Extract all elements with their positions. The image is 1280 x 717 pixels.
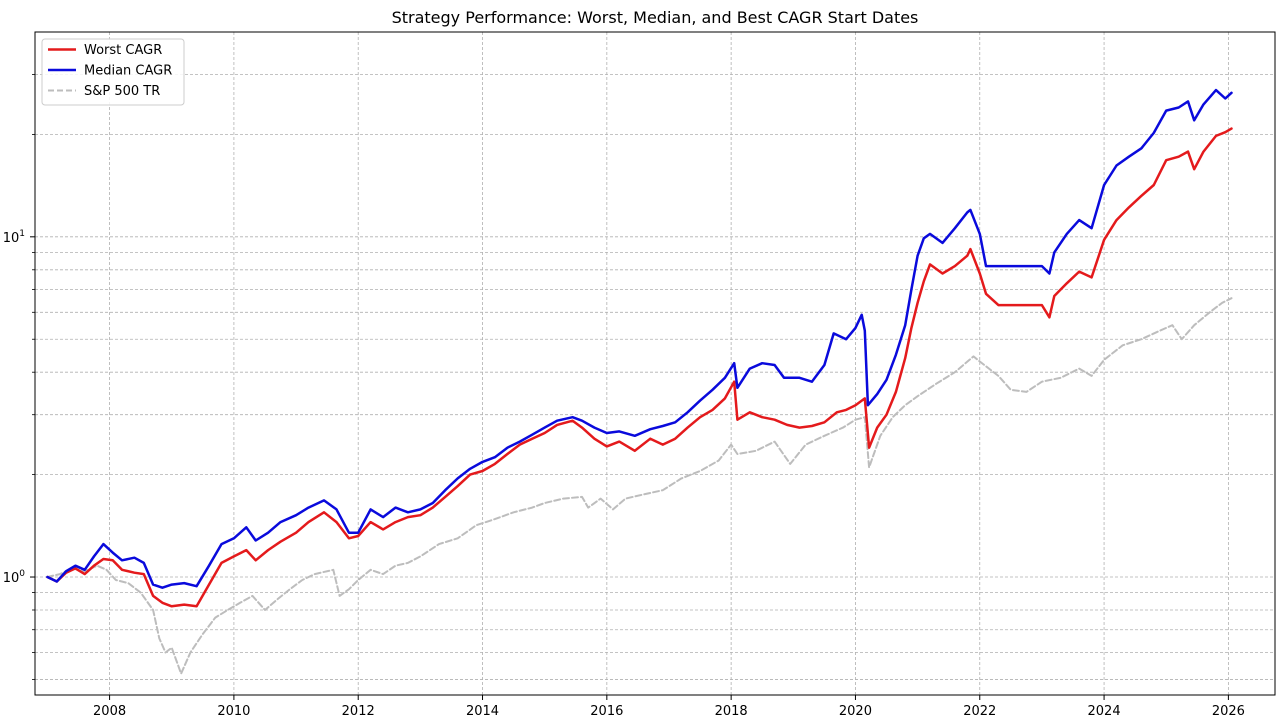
- x-tick-label: 2016: [590, 704, 623, 717]
- x-tick-label: 2020: [839, 704, 872, 717]
- x-tick-label: 2024: [1088, 704, 1121, 717]
- legend-label: Median CAGR: [84, 64, 172, 79]
- axis-ticks: 2008 2010 2012 2014 2016 2018 2020 2022 2024 2026…: [3, 74, 1245, 717]
- legend-label: Worst CAGR: [84, 43, 162, 58]
- plot-frame: [34, 31, 1276, 696]
- series-layer: [46, 88, 1233, 675]
- legend: Worst CAGR Median CAGR S&P 500 TR: [41, 38, 185, 106]
- y-tick-label: 100: [3, 569, 26, 586]
- x-tick-label: 2026: [1212, 704, 1245, 717]
- legend-label: S&P 500 TR: [84, 84, 160, 99]
- x-tick-label: 2022: [963, 704, 996, 717]
- chart-title: Strategy Performance: Worst, Median, and…: [392, 8, 919, 27]
- x-tick-label: 2012: [342, 704, 375, 717]
- series-line-worst-cagr: [46, 127, 1233, 608]
- legend-box: [41, 38, 185, 106]
- series-line-s-p-500-tr: [46, 297, 1233, 675]
- series-line-median-cagr: [46, 88, 1233, 589]
- x-tick-label: 2010: [217, 704, 250, 717]
- x-tick-label: 2014: [466, 704, 499, 717]
- x-tick-label: 2008: [93, 704, 126, 717]
- y-tick-label: 101: [3, 229, 25, 246]
- grid-lines: [35, 32, 1275, 695]
- x-tick-label: 2018: [715, 704, 748, 717]
